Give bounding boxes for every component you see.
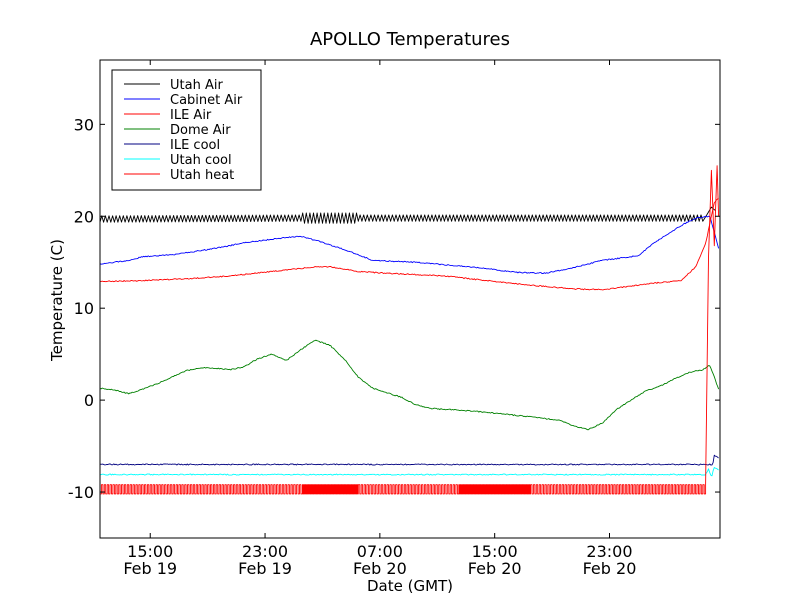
legend-entry-utah-air: Utah Air — [170, 78, 223, 93]
legend-box — [111, 69, 262, 191]
series-dome-air — [100, 339, 720, 431]
x-tick-label-time: 15:00 — [472, 542, 518, 561]
chart-title: APOLLO Temperatures — [310, 29, 510, 50]
legend-entry-ile-air: ILE Air — [170, 108, 212, 123]
x-tick-label-date: Feb 20 — [468, 559, 522, 578]
y-axis-ticks: 30 20 10 0 -10 — [68, 115, 720, 502]
x-tick-label-time: 23:00 — [242, 542, 288, 561]
x-tick-label-date: Feb 19 — [238, 559, 292, 578]
x-tick-label-date: Feb 20 — [583, 559, 637, 578]
legend-entry-utah-heat: Utah heat — [170, 168, 234, 183]
series-utah-heat — [100, 165, 720, 495]
x-tick-label-date: Feb 20 — [353, 559, 407, 578]
x-tick-label-time: 23:00 — [586, 542, 632, 561]
series-layer — [100, 165, 720, 495]
y-tick-label: 20 — [74, 207, 94, 226]
series-utah-air — [100, 206, 716, 224]
legend-entry-utah-cool: Utah cool — [170, 153, 232, 168]
legend-entry-ile-cool: ILE cool — [170, 138, 220, 153]
legend-entry-dome-air: Dome Air — [170, 123, 231, 138]
y-tick-label: 10 — [74, 299, 94, 318]
series-utah-cool — [100, 467, 719, 477]
x-tick-label-time: 07:00 — [357, 542, 403, 561]
series-cabinet-air — [100, 215, 720, 274]
y-axis-label: Temperature (C) — [48, 239, 66, 362]
legend-entry-cabinet-air: Cabinet Air — [170, 93, 243, 108]
y-tick-label: 0 — [84, 391, 94, 410]
plot-frame — [99, 59, 721, 539]
series-ile-cool — [100, 454, 719, 466]
y-tick-label: 30 — [74, 115, 94, 134]
x-axis-label: Date (GMT) — [367, 577, 453, 595]
series-ile-air — [100, 197, 719, 291]
x-tick-label-date: Feb 19 — [123, 559, 177, 578]
y-tick-label: -10 — [68, 483, 94, 502]
x-tick-label-time: 15:00 — [127, 542, 173, 561]
